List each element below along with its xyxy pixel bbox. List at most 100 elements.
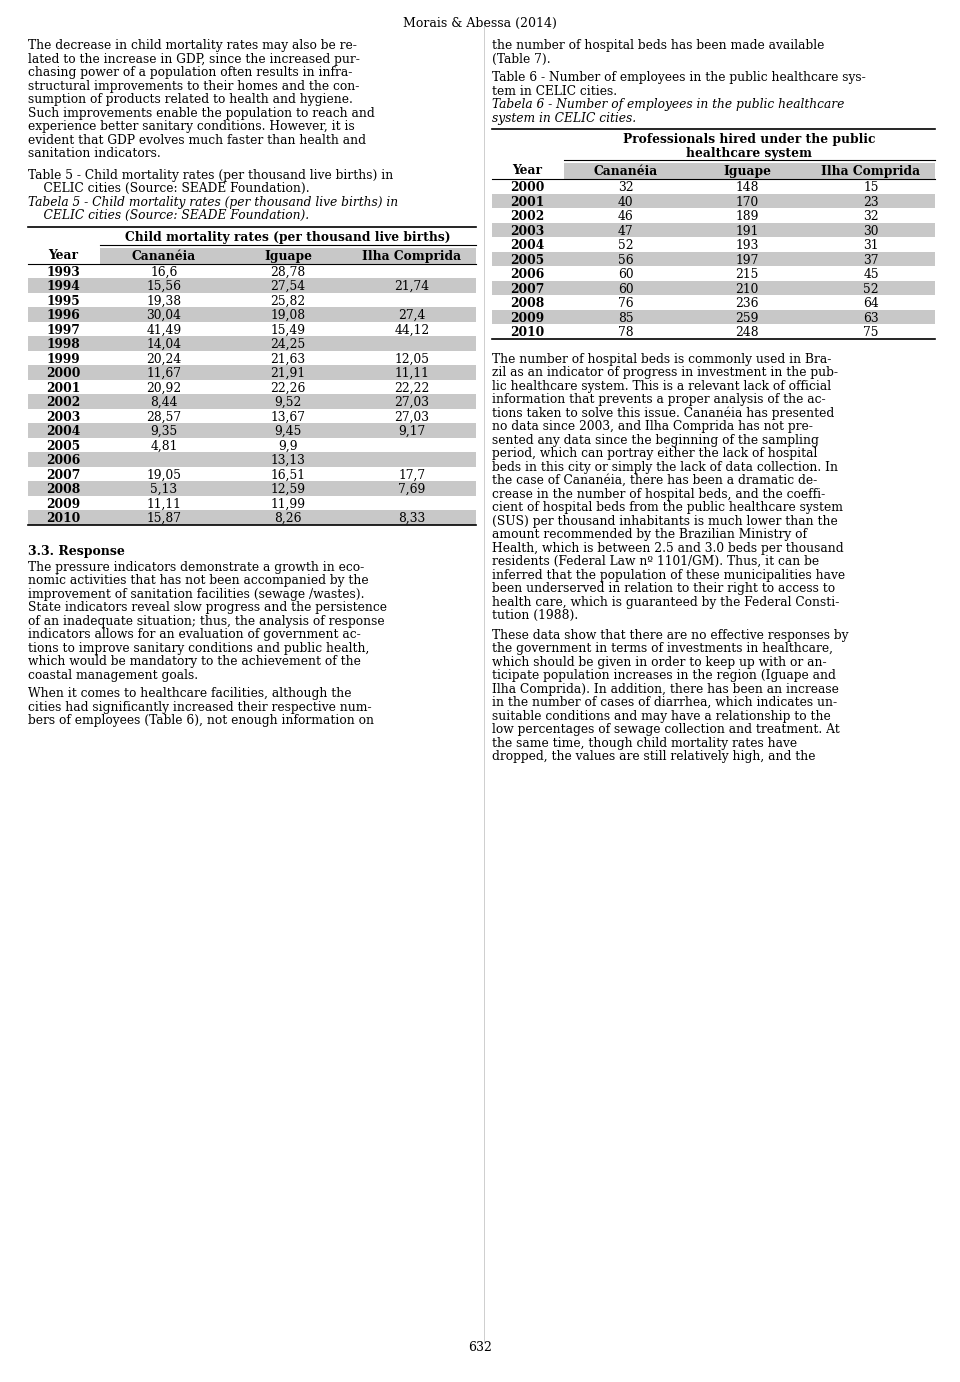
- FancyBboxPatch shape: [492, 223, 935, 236]
- Text: 63: 63: [863, 311, 878, 325]
- FancyBboxPatch shape: [492, 252, 935, 265]
- Text: in the number of cases of diarrhea, which indicates un-: in the number of cases of diarrhea, whic…: [492, 697, 837, 709]
- Text: 2010: 2010: [510, 326, 544, 339]
- Text: Professionals hired under the public: Professionals hired under the public: [623, 133, 876, 146]
- Text: 30: 30: [863, 224, 878, 238]
- Text: the government in terms of investments in healthcare,: the government in terms of investments i…: [492, 643, 833, 655]
- Text: 197: 197: [735, 253, 758, 267]
- Text: tem in CELIC cities.: tem in CELIC cities.: [492, 84, 617, 98]
- Text: Iguape: Iguape: [264, 250, 312, 263]
- Text: 19,08: 19,08: [271, 310, 305, 322]
- Text: 16,51: 16,51: [271, 468, 305, 481]
- Text: 2008: 2008: [46, 482, 80, 496]
- Text: Ilha Comprida: Ilha Comprida: [822, 164, 921, 178]
- Text: 44,12: 44,12: [395, 323, 430, 336]
- Text: 3.3. Response: 3.3. Response: [28, 545, 125, 557]
- Text: the same time, though child mortality rates have: the same time, though child mortality ra…: [492, 737, 797, 749]
- Text: 210: 210: [735, 282, 758, 296]
- Text: 19,38: 19,38: [147, 294, 181, 308]
- FancyBboxPatch shape: [28, 336, 476, 351]
- Text: 1996: 1996: [46, 310, 80, 322]
- Text: structural improvements to their homes and the con-: structural improvements to their homes a…: [28, 80, 359, 93]
- Text: (Table 7).: (Table 7).: [492, 53, 551, 65]
- Text: 12,59: 12,59: [271, 482, 305, 496]
- FancyBboxPatch shape: [28, 365, 476, 380]
- Text: 15,56: 15,56: [147, 281, 181, 293]
- Text: amount recommended by the Brazilian Ministry of: amount recommended by the Brazilian Mini…: [492, 528, 807, 540]
- Text: 2002: 2002: [46, 397, 80, 409]
- Text: 9,52: 9,52: [275, 397, 301, 409]
- Text: 2001: 2001: [46, 381, 80, 394]
- Text: 52: 52: [617, 239, 634, 252]
- Text: 1995: 1995: [46, 294, 80, 308]
- Text: 17,7: 17,7: [398, 468, 425, 481]
- Text: 2008: 2008: [510, 297, 544, 310]
- Text: 1994: 1994: [46, 281, 80, 293]
- Text: of an inadequate situation; thus, the analysis of response: of an inadequate situation; thus, the an…: [28, 615, 385, 627]
- Text: 23: 23: [863, 195, 878, 209]
- Text: information that prevents a proper analysis of the ac-: information that prevents a proper analy…: [492, 392, 826, 406]
- Text: 248: 248: [735, 326, 758, 339]
- Text: 47: 47: [617, 224, 634, 238]
- Text: 64: 64: [863, 297, 878, 310]
- Text: 85: 85: [617, 311, 634, 325]
- Text: coastal management goals.: coastal management goals.: [28, 669, 198, 681]
- Text: 46: 46: [617, 210, 634, 223]
- Text: the number of hospital beds has been made available: the number of hospital beds has been mad…: [492, 39, 825, 53]
- Text: 5,13: 5,13: [151, 482, 178, 496]
- Text: which should be given in order to keep up with or an-: which should be given in order to keep u…: [492, 655, 827, 669]
- Text: 28,57: 28,57: [147, 410, 181, 423]
- Text: 193: 193: [735, 239, 758, 252]
- Text: Cananéia: Cananéia: [132, 250, 196, 263]
- Text: 21,63: 21,63: [271, 352, 305, 365]
- Text: system in CELIC cities.: system in CELIC cities.: [492, 112, 636, 124]
- Text: 189: 189: [735, 210, 758, 223]
- Text: 8,33: 8,33: [398, 511, 425, 525]
- Text: 2006: 2006: [46, 455, 80, 467]
- Text: 30,04: 30,04: [147, 310, 181, 322]
- Text: 9,17: 9,17: [398, 426, 425, 438]
- Text: 27,4: 27,4: [398, 310, 425, 322]
- Text: These data show that there are no effective responses by: These data show that there are no effect…: [492, 629, 849, 641]
- Text: 191: 191: [735, 224, 758, 238]
- Text: low percentages of sewage collection and treatment. At: low percentages of sewage collection and…: [492, 723, 840, 737]
- Text: 22,26: 22,26: [271, 381, 305, 394]
- Text: 41,49: 41,49: [146, 323, 181, 336]
- Text: suitable conditions and may have a relationship to the: suitable conditions and may have a relat…: [492, 709, 830, 723]
- Text: 2006: 2006: [510, 268, 544, 281]
- Text: CELIC cities (Source: SEADE Foundation).: CELIC cities (Source: SEADE Foundation).: [28, 209, 309, 223]
- Text: tions to improve sanitary conditions and public health,: tions to improve sanitary conditions and…: [28, 641, 370, 655]
- Text: chasing power of a population often results in infra-: chasing power of a population often resu…: [28, 66, 352, 79]
- Text: which would be mandatory to the achievement of the: which would be mandatory to the achievem…: [28, 655, 361, 668]
- Text: 24,25: 24,25: [271, 339, 305, 351]
- Text: (SUS) per thousand inhabitants is much lower than the: (SUS) per thousand inhabitants is much l…: [492, 514, 838, 528]
- Text: 31: 31: [863, 239, 878, 252]
- Text: 13,67: 13,67: [271, 410, 305, 423]
- Text: 1997: 1997: [46, 323, 80, 336]
- Text: 28,78: 28,78: [271, 265, 305, 279]
- Text: the case of Cananéia, there has been a dramatic de-: the case of Cananéia, there has been a d…: [492, 474, 817, 486]
- Text: 8,26: 8,26: [275, 511, 301, 525]
- Text: 259: 259: [735, 311, 758, 325]
- Text: 45: 45: [863, 268, 878, 281]
- Text: 12,05: 12,05: [395, 352, 429, 365]
- Text: 22,22: 22,22: [395, 381, 430, 394]
- Text: beds in this city or simply the lack of data collection. In: beds in this city or simply the lack of …: [492, 460, 838, 474]
- Text: 2001: 2001: [510, 195, 544, 209]
- Text: residents (Federal Law nº 1101/GM). Thus, it can be: residents (Federal Law nº 1101/GM). Thus…: [492, 556, 819, 568]
- Text: 2007: 2007: [46, 468, 81, 481]
- Text: bers of employees (Table 6), not enough information on: bers of employees (Table 6), not enough …: [28, 714, 374, 727]
- Text: 60: 60: [617, 268, 634, 281]
- Text: 20,24: 20,24: [146, 352, 181, 365]
- Text: 632: 632: [468, 1341, 492, 1354]
- FancyBboxPatch shape: [28, 278, 476, 293]
- Text: Table 6 - Number of employees in the public healthcare sys-: Table 6 - Number of employees in the pub…: [492, 70, 866, 84]
- Text: 60: 60: [617, 282, 634, 296]
- Text: 148: 148: [735, 181, 758, 193]
- Text: 11,67: 11,67: [147, 368, 181, 380]
- Text: 56: 56: [617, 253, 634, 267]
- Text: 236: 236: [735, 297, 758, 310]
- FancyBboxPatch shape: [28, 307, 476, 322]
- Text: 15,87: 15,87: [147, 511, 181, 525]
- Text: 170: 170: [735, 195, 758, 209]
